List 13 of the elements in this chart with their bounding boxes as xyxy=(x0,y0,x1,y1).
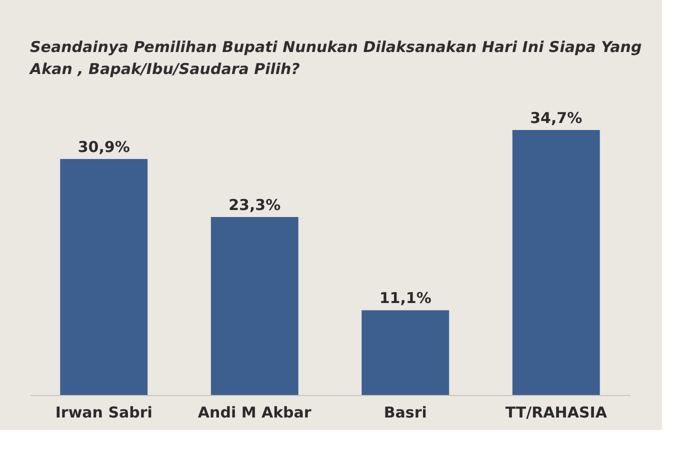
data-label: 34,7% xyxy=(530,109,582,127)
bar xyxy=(362,310,450,395)
bar xyxy=(512,130,600,395)
x-tick-label: Basri xyxy=(384,404,427,422)
bar xyxy=(60,159,148,395)
data-label: 11,1% xyxy=(379,289,432,308)
x-tick-label: TT/RAHASIA xyxy=(505,404,608,422)
data-label: 30,9% xyxy=(78,138,130,156)
bar xyxy=(210,217,298,395)
x-tick-label: Andi M Akbar xyxy=(198,404,312,422)
x-tick-label: Irwan Sabri xyxy=(55,404,152,422)
data-label: 23,3% xyxy=(228,196,281,214)
chart-title: Seandainya Pemilihan Bupati Nunukan Dilaksanakan Hari Ini Siapa Yang Akan , Bapak/Ibu/Saudara Pilih? xyxy=(29,38,642,78)
